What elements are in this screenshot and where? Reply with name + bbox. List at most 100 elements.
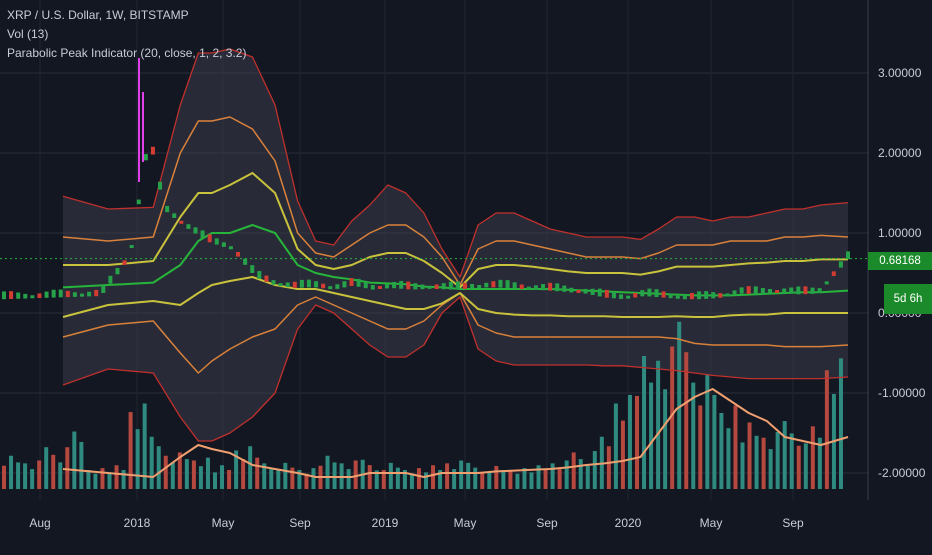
price-candle <box>221 242 226 247</box>
volume-bar <box>79 441 84 489</box>
x-tick-label: 2019 <box>372 516 399 530</box>
price-candle <box>697 291 702 300</box>
volume-bar <box>817 437 822 489</box>
volume-bar <box>65 447 70 489</box>
price-candle <box>611 292 616 299</box>
price-candle <box>271 280 276 285</box>
volume-indicator-label[interactable]: Vol (13) <box>7 27 49 41</box>
x-tick-label: May <box>700 516 723 530</box>
price-candle <box>675 295 680 299</box>
volume-bar <box>529 472 534 489</box>
price-candle <box>803 286 808 295</box>
volume-bar <box>269 469 274 489</box>
price-candle <box>519 284 524 290</box>
band-fill <box>63 49 848 441</box>
price-candle <box>150 146 155 155</box>
price-candle <box>108 275 113 284</box>
price-candle <box>448 281 453 290</box>
volume-bar <box>768 449 773 489</box>
volume-bar <box>170 462 175 489</box>
price-candle <box>58 289 63 298</box>
volume-bar <box>191 460 196 489</box>
price-candle <box>477 285 482 289</box>
price-candle <box>158 181 163 190</box>
volume-bar <box>290 467 295 489</box>
price-candle <box>718 293 723 298</box>
volume-bar <box>255 457 260 489</box>
volume-bar <box>536 465 541 489</box>
volume-bar <box>606 446 611 489</box>
price-candle <box>306 279 311 288</box>
price-candle <box>491 281 496 288</box>
price-candle <box>434 284 439 290</box>
price-candle <box>278 283 283 287</box>
volume-bar <box>163 455 168 489</box>
volume-bar <box>234 450 239 489</box>
volume-bar <box>796 445 801 489</box>
y-tick-label: 2.00000 <box>878 146 922 160</box>
volume-bar <box>388 462 393 489</box>
price-candle <box>810 287 815 294</box>
price-candle <box>583 288 588 294</box>
volume-bar <box>220 465 225 489</box>
y-tick-label: 1.00000 <box>878 226 922 240</box>
symbol-title[interactable]: XRP / U.S. Dollar, 1W, BITSTAMP <box>7 8 189 22</box>
parabolic-indicator-label[interactable]: Parabolic Peak Indicator (20, close, 1, … <box>7 46 247 60</box>
volume-bar <box>297 470 302 489</box>
price-candle <box>420 284 425 290</box>
volume-bar <box>409 473 414 489</box>
volume-bar <box>332 462 337 489</box>
volume-bar <box>508 470 513 489</box>
volume-bar <box>346 469 351 489</box>
price-candle <box>101 285 106 293</box>
price-candle <box>200 230 205 239</box>
price-candle <box>455 281 460 290</box>
volume-bar <box>44 447 49 489</box>
price-candle <box>498 279 503 288</box>
volume-bar <box>121 470 126 489</box>
bands-layer <box>63 49 848 441</box>
volume-bar <box>424 472 428 489</box>
volume-bar <box>276 470 281 489</box>
volume-bar <box>642 356 647 489</box>
volume-bar <box>416 468 421 489</box>
volume-bar <box>304 473 309 489</box>
series-upper-3 <box>62 48 849 278</box>
price-candle <box>413 283 418 290</box>
volume-bar <box>613 403 618 489</box>
price-candle <box>604 289 609 298</box>
price-candle <box>94 289 99 297</box>
volume-bar <box>698 405 703 489</box>
volume-bar <box>2 465 6 489</box>
volume-bar <box>670 346 675 489</box>
price-candle <box>789 287 794 294</box>
volume-bar <box>635 395 639 489</box>
volume-bar <box>620 420 625 489</box>
volume-bar <box>824 370 829 489</box>
series-lower-2 <box>62 292 849 374</box>
price-candle <box>342 281 347 288</box>
price-candle <box>441 283 446 290</box>
price-candle <box>512 282 517 289</box>
price-candle <box>626 295 631 299</box>
series-lower-1 <box>62 276 848 318</box>
volume-bar <box>740 442 745 489</box>
volume-bar <box>9 455 14 489</box>
volume-bar <box>100 468 105 489</box>
volume-bar <box>684 352 689 489</box>
volume-bar <box>775 432 780 489</box>
x-tick-label: May <box>454 516 477 530</box>
y-tick-label: -1.00000 <box>878 386 926 400</box>
series-lower-3 <box>62 296 849 442</box>
volume-bar <box>452 469 457 489</box>
price-candle <box>753 286 758 295</box>
price-candle <box>136 199 141 205</box>
volume-bar <box>733 405 738 489</box>
volume-bar <box>156 446 161 489</box>
price-candle <box>257 271 262 279</box>
price-candle <box>846 251 850 260</box>
volume-bar <box>37 460 42 489</box>
price-candle <box>796 286 801 295</box>
